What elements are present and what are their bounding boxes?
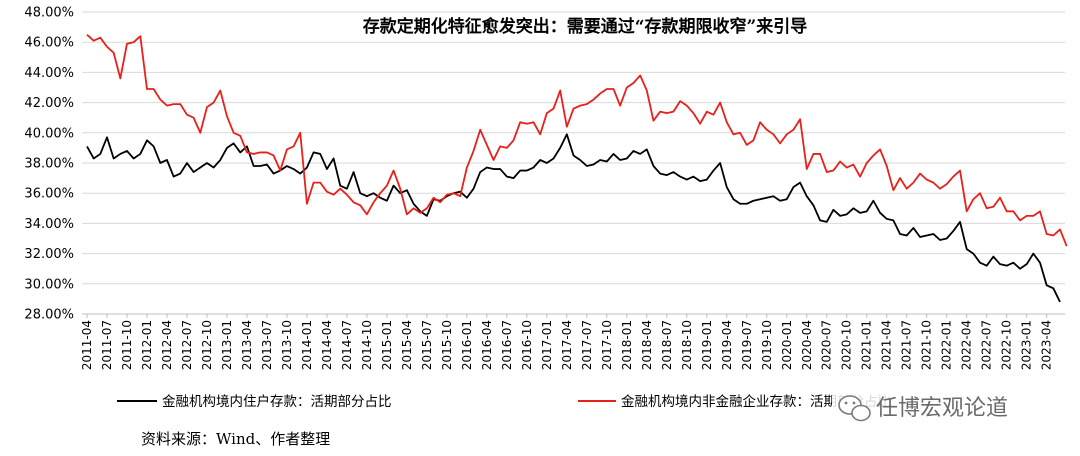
- x-tick-label: 2017-01: [540, 320, 554, 370]
- x-tick-label: 2012-10: [200, 320, 214, 370]
- x-tick-label: 2022-01: [940, 320, 954, 370]
- x-tick-label: 2017-10: [600, 320, 614, 370]
- x-tick-label: 2014-01: [300, 320, 314, 370]
- x-tick-label: 2023-01: [1020, 320, 1034, 370]
- x-tick-label: 2013-07: [260, 320, 274, 370]
- x-tick-label: 2020-07: [820, 320, 834, 370]
- legend-item-corporate: 金融机构境内非金融企业存款：活期部分占比: [578, 393, 891, 410]
- x-tick-label: 2014-04: [320, 320, 334, 370]
- x-tick-label: 2012-07: [180, 320, 194, 370]
- x-tick-label: 2020-10: [840, 320, 854, 370]
- x-tick-label: 2016-10: [520, 320, 534, 370]
- y-tick-label: 36.00%: [24, 187, 74, 202]
- x-tick-label: 2022-10: [1000, 320, 1014, 370]
- x-tick-label: 2022-04: [960, 320, 974, 370]
- y-tick-label: 42.00%: [24, 96, 74, 111]
- x-tick-label: 2013-10: [280, 320, 294, 370]
- x-tick-label: 2011-07: [100, 320, 114, 370]
- x-tick-label: 2014-07: [340, 320, 354, 370]
- series-line-corporate: [86, 33, 1068, 247]
- y-tick-label: 44.00%: [24, 66, 74, 81]
- series-lines: [86, 33, 1068, 303]
- y-tick-label: 34.00%: [24, 217, 74, 232]
- x-tick-label: 2011-10: [120, 320, 134, 370]
- x-tick-label: 2021-01: [860, 320, 874, 370]
- y-tick-label: 46.00%: [24, 36, 74, 51]
- x-tick-label: 2021-10: [920, 320, 934, 370]
- x-tick-label: 2011-04: [80, 320, 94, 370]
- watermark-backdrop: [832, 386, 1052, 428]
- x-tick-label: 2019-07: [740, 320, 754, 370]
- x-tick-label: 2023-04: [1040, 320, 1054, 370]
- x-tick-label: 2021-07: [900, 320, 914, 370]
- x-tick-label: 2013-01: [220, 320, 234, 370]
- x-tick-label: 2018-04: [640, 320, 654, 370]
- x-tick-label: 2015-04: [400, 320, 414, 370]
- gridlines: [82, 11, 1065, 315]
- x-tick-label: 2022-07: [980, 320, 994, 370]
- x-tick-label: 2019-10: [760, 320, 774, 370]
- y-tick-label: 40.00%: [24, 126, 74, 141]
- legend-item-household: 金融机构境内住户存款：活期部分占比: [117, 393, 392, 410]
- x-tick-label: 2015-01: [380, 320, 394, 370]
- source-note: 资料来源：Wind、作者整理: [141, 430, 330, 448]
- x-tick-label: 2014-10: [360, 320, 374, 370]
- x-tick-label: 2019-01: [700, 320, 714, 370]
- legend-label-household: 金融机构境内住户存款：活期部分占比: [162, 393, 392, 410]
- x-tick-label: 2013-04: [240, 320, 254, 370]
- x-tick-label: 2017-04: [560, 320, 574, 370]
- x-tick-label: 2016-01: [460, 320, 474, 370]
- x-tick-label: 2012-04: [160, 320, 174, 370]
- legend-label-corporate: 金融机构境内非金融企业存款：活期部分占比: [621, 393, 891, 410]
- chart-title: 存款定期化特征愈发突出：需要通过“存款期限收窄”来引导: [363, 16, 808, 37]
- x-tick-label: 2020-01: [780, 320, 794, 370]
- y-tick-label: 38.00%: [24, 157, 74, 172]
- x-tick-label: 2018-01: [620, 320, 634, 370]
- x-tick-label: 2018-10: [680, 320, 694, 370]
- x-tick-label: 2016-04: [480, 320, 494, 370]
- x-tick-label: 2020-04: [800, 320, 814, 370]
- x-tick-label: 2015-10: [440, 320, 454, 370]
- x-tick-label: 2021-04: [880, 320, 894, 370]
- x-tick-label: 2015-07: [420, 320, 434, 370]
- x-tick-label: 2018-07: [660, 320, 674, 370]
- x-tick-label: 2017-07: [580, 320, 594, 370]
- x-tick-label: 2019-04: [720, 320, 734, 370]
- y-tick-label: 30.00%: [24, 277, 74, 292]
- wechat-icon: [838, 395, 871, 422]
- y-tick-label: 28.00%: [24, 308, 74, 323]
- watermark: 任博宏观论道: [832, 386, 1052, 428]
- legend: 金融机构境内住户存款：活期部分占比 金融机构境内非金融企业存款：活期部分占比: [117, 393, 891, 410]
- y-tick-label: 48.00%: [24, 6, 74, 21]
- watermark-text: 任博宏观论道: [876, 396, 1008, 421]
- y-tick-label: 32.00%: [24, 247, 74, 262]
- x-tick-label: 2012-01: [140, 320, 154, 370]
- axes: 28.00% 30.00% 32.00% 34.00% 36.00% 38.00% 40.0…: [24, 6, 1065, 370]
- x-tick-label: 2016-07: [500, 320, 514, 370]
